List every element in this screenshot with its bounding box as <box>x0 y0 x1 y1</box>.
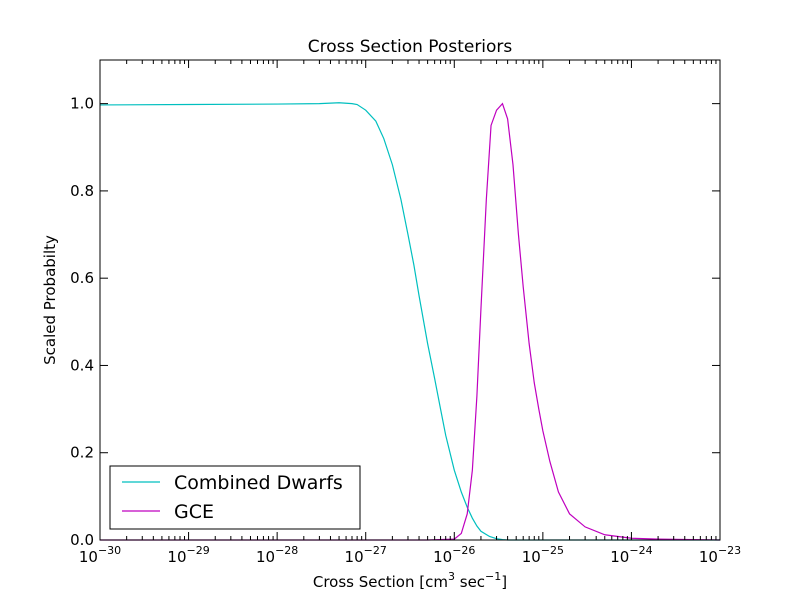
x-tick-label: 10−30 <box>79 544 121 566</box>
series-layer <box>99 102 721 541</box>
legend-box <box>109 465 361 530</box>
plot-area <box>100 60 720 540</box>
series-line-gce <box>100 102 721 541</box>
x-tick-label: 10−25 <box>522 544 564 566</box>
y-tick-labels: 0.0 0.2 0.4 0.6 0.8 1.0 <box>70 95 94 549</box>
x-tick-label: 10−28 <box>256 544 298 566</box>
legend-label-combined-dwarfs: Combined Dwarfs <box>174 472 343 494</box>
x-tick-label: 10−29 <box>167 544 209 566</box>
plot-frame <box>99 59 721 541</box>
x-tick-label: 10−26 <box>433 544 475 566</box>
y-axis-label: Scaled Probabilty <box>41 235 59 365</box>
y-tick-label: 0.4 <box>70 356 94 374</box>
x-tick-labels: 10−30 10−29 10−28 10−27 10−26 10−25 10−24 10−23 <box>79 544 741 566</box>
x-axis-label: Cross Section [cm3 sec−1] <box>313 570 507 591</box>
y-tick-label: 0.6 <box>70 269 94 287</box>
y-tick-label: 1.0 <box>70 95 94 113</box>
x-tick-label: 10−24 <box>610 544 652 566</box>
series-line-combined-dwarfs <box>99 102 720 541</box>
x-tick-label: 10−27 <box>345 544 387 566</box>
chart-title: Cross Section Posteriors <box>308 37 513 57</box>
ticks <box>99 60 721 541</box>
x-tick-label: 10−23 <box>699 544 741 566</box>
legend: Combined Dwarfs GCE <box>109 465 361 530</box>
y-tick-label: 0.0 <box>70 531 94 549</box>
y-tick-label: 0.2 <box>70 444 94 462</box>
y-tick-label: 0.8 <box>70 182 94 200</box>
legend-label-gce: GCE <box>174 501 214 523</box>
